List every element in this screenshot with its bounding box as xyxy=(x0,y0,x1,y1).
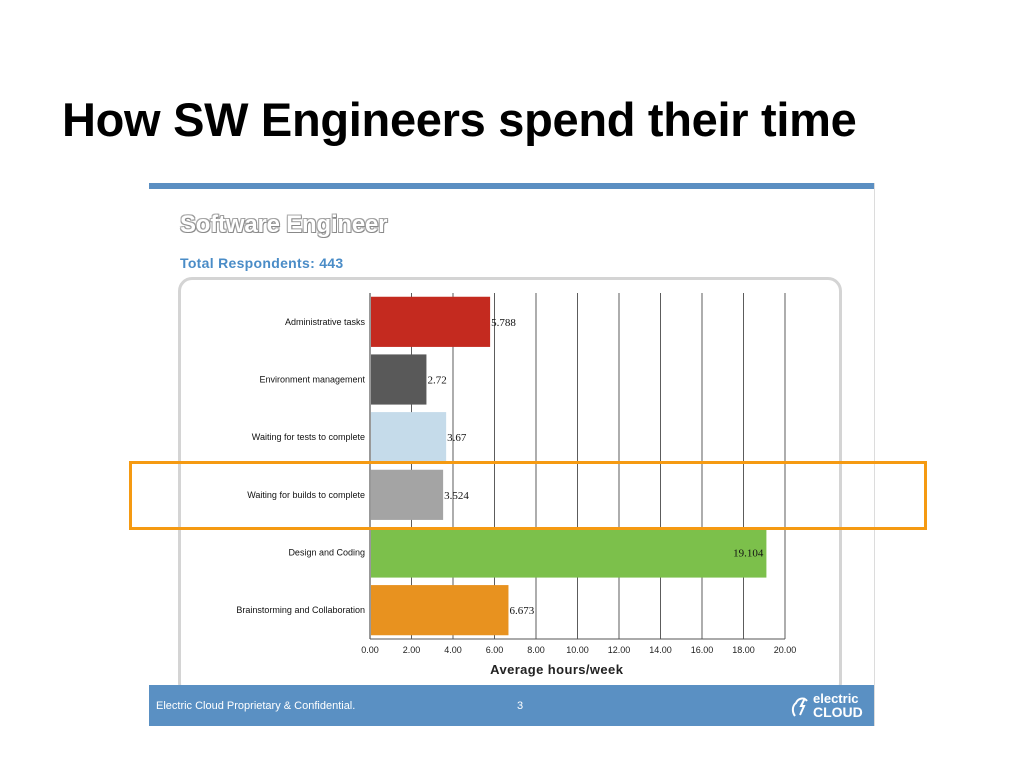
x-tick-label: 18.00 xyxy=(732,645,755,655)
electric-cloud-logo: electric CLOUD xyxy=(791,692,871,720)
logo-line2: CLOUD xyxy=(813,704,863,720)
x-tick-label: 12.00 xyxy=(608,645,631,655)
value-label: 6.673 xyxy=(509,605,534,617)
panel-title: Software Engineer xyxy=(180,211,388,238)
category-label: Design and Coding xyxy=(288,548,365,558)
x-axis-title: Average hours/week xyxy=(490,662,624,677)
category-label: Brainstorming and Collaboration xyxy=(236,605,365,615)
x-tick-label: 4.00 xyxy=(444,645,462,655)
footer-page-number: 3 xyxy=(517,700,524,712)
bar xyxy=(371,412,447,463)
total-respondents: Total Respondents: 443 xyxy=(180,255,344,271)
bar xyxy=(371,527,767,578)
x-tick-label: 14.00 xyxy=(649,645,672,655)
panel-top-strip xyxy=(149,183,874,189)
value-label: 5.788 xyxy=(491,317,516,329)
bar-chart: 0.00 2.00 4.00 6.00 8.00 10.00 12.00 14.00 16.00… xyxy=(236,293,797,677)
x-tick-label: 10.00 xyxy=(566,645,589,655)
x-tick-label: 6.00 xyxy=(486,645,504,655)
value-label: 3.524 xyxy=(444,490,469,502)
bar xyxy=(371,296,491,347)
x-tick-label: 8.00 xyxy=(527,645,545,655)
category-label: Waiting for builds to complete xyxy=(247,490,365,500)
bar xyxy=(371,354,427,405)
bar xyxy=(371,469,444,520)
footer-bar: Electric Cloud Proprietary & Confidentia… xyxy=(149,685,874,726)
category-label: Environment management xyxy=(259,375,365,385)
x-tick-label: 0.00 xyxy=(361,645,379,655)
slide-title: How SW Engineers spend their time xyxy=(62,93,857,146)
value-label: 3.67 xyxy=(447,432,467,444)
highlight-box xyxy=(129,461,927,530)
x-tick-label: 16.00 xyxy=(691,645,714,655)
bar xyxy=(371,585,509,636)
x-tick-label: 20.00 xyxy=(774,645,797,655)
category-label: Administrative tasks xyxy=(285,317,366,327)
category-label: Waiting for tests to complete xyxy=(252,432,365,442)
footer-confidential: Electric Cloud Proprietary & Confidentia… xyxy=(156,700,356,712)
survey-panel: Software Engineer Total Respondents: 443… xyxy=(149,183,875,726)
logo-line1: electric xyxy=(813,691,859,706)
cloud-logo-icon xyxy=(791,697,808,717)
value-label: 2.72 xyxy=(427,375,446,387)
value-label: 19.104 xyxy=(733,548,764,560)
x-tick-label: 2.00 xyxy=(403,645,421,655)
